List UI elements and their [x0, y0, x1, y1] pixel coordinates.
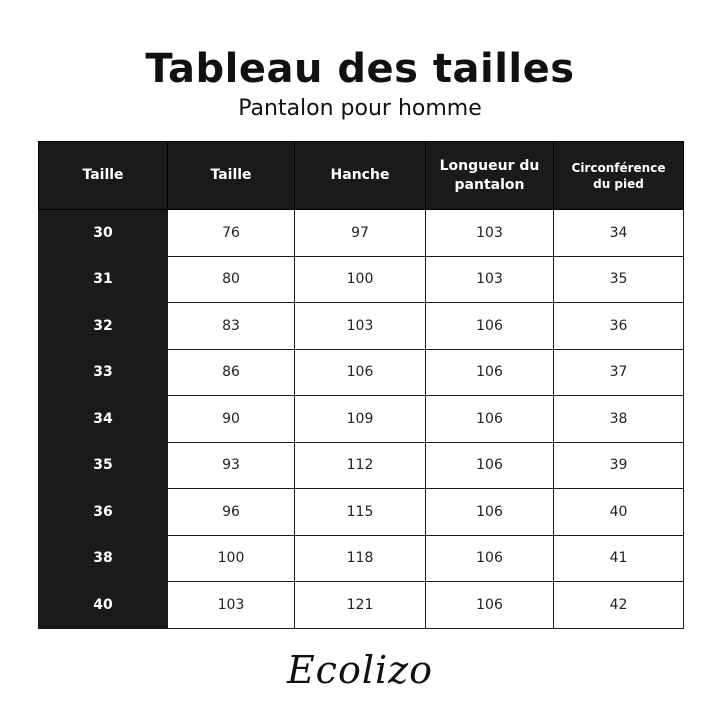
table-row: 32 83 103 106 36 [38, 302, 684, 350]
cell-foot-circumference: 42 [553, 581, 684, 629]
cell-waist: 86 [167, 348, 295, 396]
cell-length: 106 [425, 395, 554, 443]
cell-size: 31 [38, 255, 168, 303]
table-header-row: Taille Taille Hanche Longueur du pantalo… [38, 141, 684, 210]
cell-foot-circumference: 37 [553, 348, 684, 396]
cell-hip: 109 [294, 395, 426, 443]
header-length: Longueur du pantalon [425, 141, 554, 210]
cell-waist: 80 [167, 255, 295, 303]
table-row: 35 93 112 106 39 [38, 441, 684, 489]
cell-length: 106 [425, 534, 554, 582]
cell-size: 32 [38, 302, 168, 350]
cell-length: 106 [425, 581, 554, 629]
cell-size: 36 [38, 488, 168, 536]
cell-hip: 121 [294, 581, 426, 629]
table-row: 30 76 97 103 34 [38, 209, 684, 257]
header-hip: Hanche [294, 141, 426, 210]
cell-length: 103 [425, 209, 554, 257]
page-title: Tableau des tailles [145, 46, 575, 92]
cell-length: 106 [425, 348, 554, 396]
cell-waist: 96 [167, 488, 295, 536]
cell-size: 33 [38, 348, 168, 396]
cell-waist: 76 [167, 209, 295, 257]
table-row: 34 90 109 106 38 [38, 395, 684, 443]
cell-waist: 93 [167, 441, 295, 489]
cell-hip: 100 [294, 255, 426, 303]
cell-foot-circumference: 40 [553, 488, 684, 536]
cell-hip: 97 [294, 209, 426, 257]
cell-length: 106 [425, 488, 554, 536]
cell-waist: 103 [167, 581, 295, 629]
cell-foot-circumference: 39 [553, 441, 684, 489]
cell-size: 34 [38, 395, 168, 443]
cell-hip: 118 [294, 534, 426, 582]
cell-foot-circumference: 38 [553, 395, 684, 443]
size-table: Taille Taille Hanche Longueur du pantalo… [38, 141, 684, 629]
cell-waist: 100 [167, 534, 295, 582]
cell-foot-circumference: 41 [553, 534, 684, 582]
header-waist: Taille [167, 141, 295, 210]
cell-length: 106 [425, 302, 554, 350]
table-row: 36 96 115 106 40 [38, 488, 684, 536]
page-subtitle: Pantalon pour homme [238, 96, 482, 121]
cell-foot-circumference: 36 [553, 302, 684, 350]
cell-waist: 90 [167, 395, 295, 443]
cell-size: 35 [38, 441, 168, 489]
cell-hip: 103 [294, 302, 426, 350]
cell-size: 40 [38, 581, 168, 629]
table-row: 31 80 100 103 35 [38, 255, 684, 303]
header-size: Taille [38, 141, 168, 210]
cell-foot-circumference: 34 [553, 209, 684, 257]
cell-hip: 112 [294, 441, 426, 489]
header-foot-circumference: Circonférence du pied [553, 141, 684, 210]
cell-foot-circumference: 35 [553, 255, 684, 303]
cell-hip: 106 [294, 348, 426, 396]
cell-length: 106 [425, 441, 554, 489]
cell-size: 30 [38, 209, 168, 257]
table-row: 40 103 121 106 42 [38, 581, 684, 629]
cell-size: 38 [38, 534, 168, 582]
table-row: 33 86 106 106 37 [38, 348, 684, 396]
cell-waist: 83 [167, 302, 295, 350]
table-row: 38 100 118 106 41 [38, 534, 684, 582]
cell-hip: 115 [294, 488, 426, 536]
brand-logo: Ecolizo [286, 648, 434, 692]
cell-length: 103 [425, 255, 554, 303]
